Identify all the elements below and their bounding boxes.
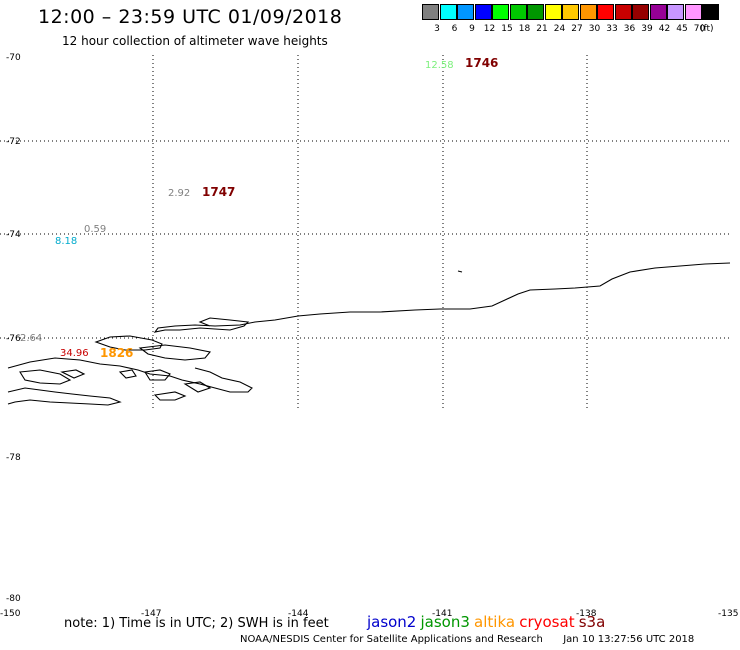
- wave-height-values: 12.58 2.92 0.59 8.18 2.64 34.96: [20, 60, 454, 359]
- lat-label: -74: [6, 230, 21, 240]
- legend-label: 6: [451, 24, 458, 34]
- latitude-labels: -70 -72 -74 -76 -78 -80: [6, 53, 21, 604]
- legend-swatch: [544, 4, 562, 20]
- generated-timestamp: Jan 10 13:27:56 UTC 2018: [563, 634, 695, 645]
- track-ids: 1746 1747 1826: [100, 56, 498, 360]
- satellite-cryosat: cryosat: [519, 613, 575, 631]
- footnote: note: 1) Time is in UTC; 2) SWH is in fe…: [64, 613, 605, 631]
- legend-swatch: [527, 4, 544, 20]
- wave-height-value: 12.58: [425, 60, 454, 71]
- lat-label: -76: [6, 334, 21, 344]
- satellite-altika: altika: [474, 613, 516, 631]
- satellite-s3a: s3a: [578, 613, 606, 631]
- lon-label: -141: [432, 609, 452, 619]
- longitude-gridlines: [152, 55, 588, 408]
- lon-label: -150: [0, 609, 21, 619]
- legend-label: 42: [658, 24, 671, 34]
- legend-swatch: [509, 4, 527, 20]
- legend-swatch: [457, 4, 474, 20]
- note-text: note: 1) Time is in UTC; 2) SWH is in fe…: [64, 616, 329, 631]
- legend-label: 9: [469, 24, 475, 34]
- legend-swatch: [597, 4, 614, 20]
- wave-height-value: 2.64: [20, 333, 42, 344]
- legend-swatch: [702, 4, 719, 20]
- legend-label: 30: [588, 24, 601, 34]
- legend-label: 70: [693, 24, 706, 34]
- legend-swatch: [632, 4, 649, 20]
- track-id: 1826: [100, 346, 133, 360]
- legend-label: 27: [571, 24, 583, 34]
- legend-swatch: [614, 4, 632, 20]
- satellite-jason2: jason2: [366, 613, 417, 631]
- legend-label: 3: [434, 24, 440, 34]
- legend-swatch: [474, 4, 492, 20]
- legend-swatch: [492, 4, 509, 20]
- legend-label: 36: [623, 24, 636, 34]
- track-id: 1747: [202, 185, 235, 199]
- lon-label: -138: [576, 609, 597, 619]
- legend-label: 45: [676, 24, 688, 34]
- legend-swatch: [649, 4, 667, 20]
- legend-unit: (ft): [700, 24, 714, 34]
- lat-label: -78: [6, 453, 21, 463]
- map-title: 12:00 – 23:59 UTC 01/09/2018: [38, 6, 343, 28]
- lon-label: -144: [288, 609, 309, 619]
- lat-label: -80: [6, 594, 21, 604]
- credit-text: NOAA/NESDIS Center for Satellite Applica…: [240, 634, 543, 645]
- track-id: 1746: [465, 56, 498, 70]
- legend-label: 39: [641, 24, 653, 34]
- legend-swatch: [667, 4, 684, 20]
- lat-label: -72: [6, 137, 21, 147]
- credit-line: NOAA/NESDIS Center for Satellite Applica…: [240, 634, 694, 645]
- legend-swatch: [439, 4, 457, 20]
- legend-label: 33: [606, 24, 618, 34]
- map-subtitle: 12 hour collection of altimeter wave hei…: [62, 34, 328, 48]
- wave-height-value: 0.59: [84, 224, 106, 235]
- wave-height-value: 2.92: [168, 188, 190, 199]
- lon-label: -147: [141, 609, 161, 619]
- wave-height-value: 34.96: [60, 348, 89, 359]
- legend-swatch: [562, 4, 579, 20]
- legend-swatch: [422, 4, 439, 20]
- lat-label: -70: [6, 53, 21, 63]
- legend-label: 12: [483, 24, 496, 34]
- satellite-jason3: jason3: [420, 613, 470, 631]
- longitude-labels: -150 -147 -144 -141 -138 -135: [0, 609, 738, 619]
- legend-swatch: [579, 4, 597, 20]
- lon-label: -135: [718, 609, 738, 619]
- coastline: [7, 262, 731, 406]
- latitude-gridlines: [0, 140, 730, 339]
- legend-label: 21: [536, 24, 548, 34]
- wave-height-value: 8.18: [55, 236, 77, 247]
- legend-label: 15: [501, 24, 513, 34]
- legend-label: 24: [553, 24, 566, 34]
- legend-swatch: [684, 4, 702, 20]
- legend-label: 18: [518, 24, 531, 34]
